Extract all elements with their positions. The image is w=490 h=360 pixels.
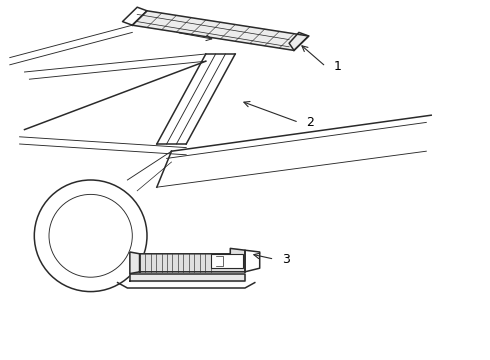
Bar (211, 254, 243, 268)
Text: 1: 1 (333, 60, 341, 73)
Polygon shape (132, 11, 309, 50)
Text: 3: 3 (282, 253, 290, 266)
Polygon shape (130, 274, 245, 281)
Polygon shape (140, 248, 245, 272)
Polygon shape (130, 252, 140, 274)
Text: 2: 2 (306, 116, 314, 129)
